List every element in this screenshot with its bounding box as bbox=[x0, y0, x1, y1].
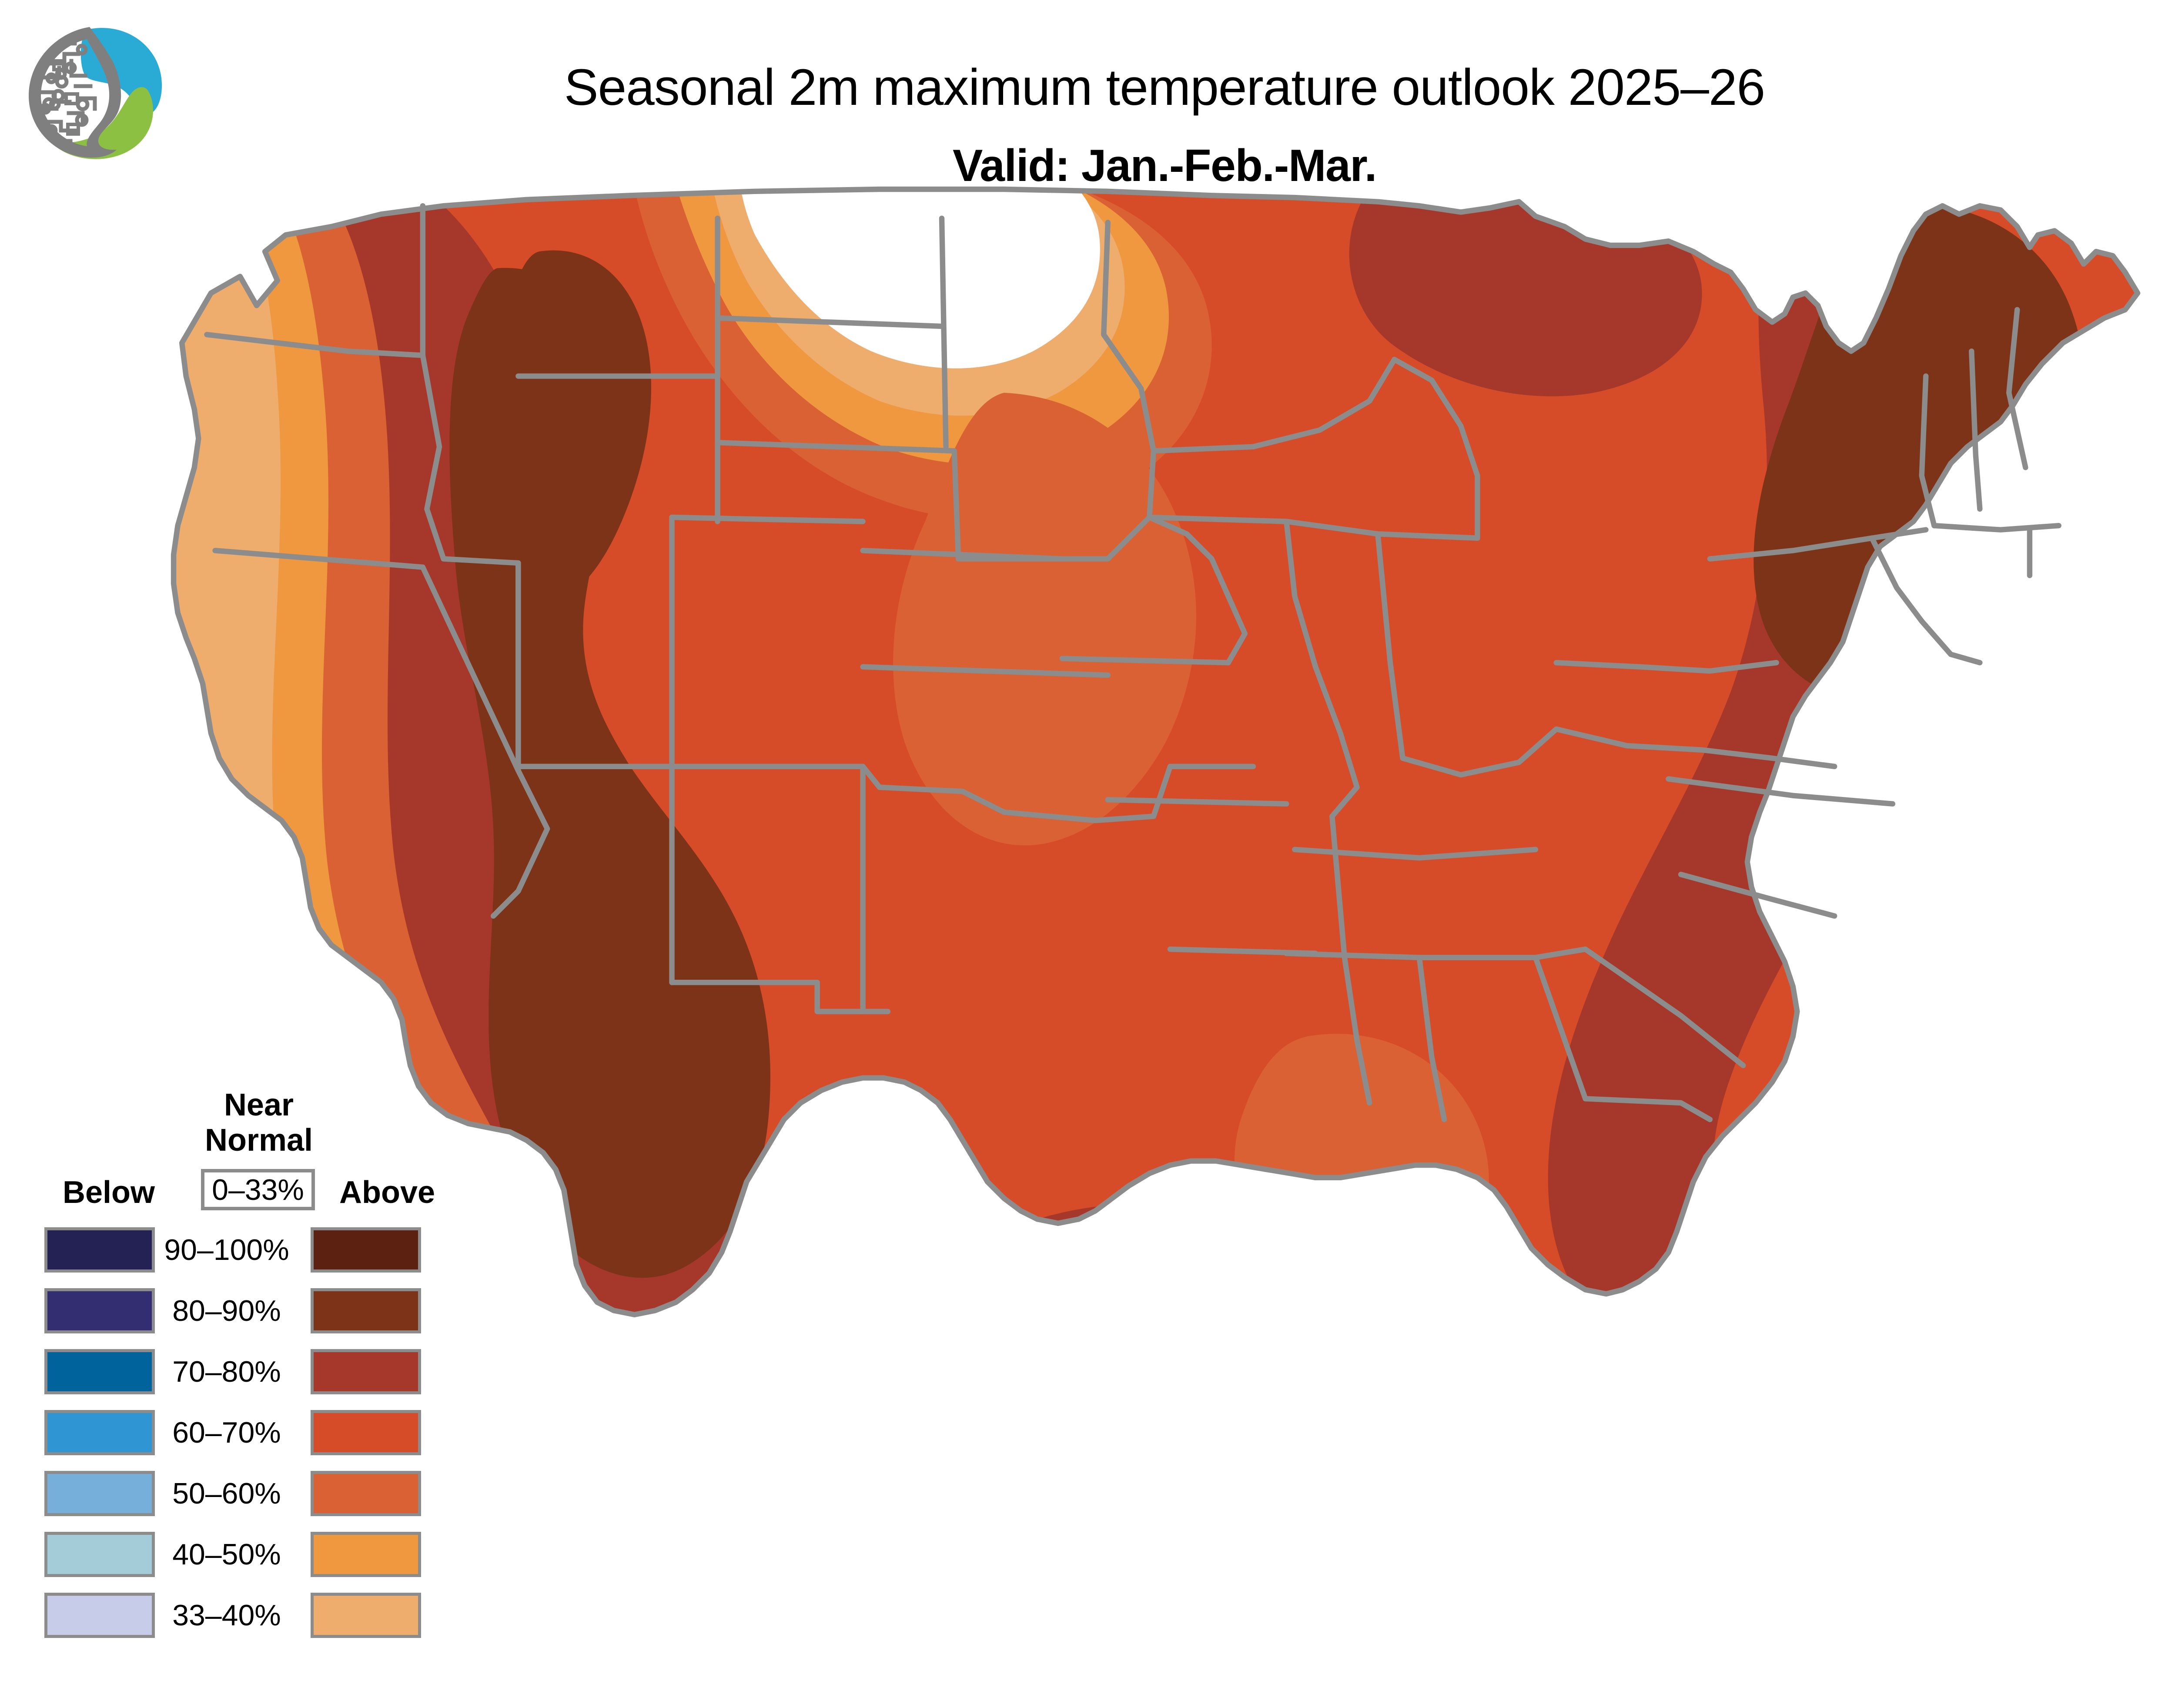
state-boundaries bbox=[171, 186, 2141, 1318]
state-line-vt-nh bbox=[1969, 348, 1983, 512]
state-line-ny-vt-nh bbox=[1919, 373, 1937, 529]
state-line-ia-mo bbox=[1059, 656, 1231, 666]
contour-band-near-normal-core bbox=[736, 189, 1100, 368]
contour-band-80-90-northeast bbox=[1753, 204, 2086, 699]
legend-below-label: Below bbox=[62, 1175, 155, 1210]
contour-band-50-60-florida bbox=[1750, 1164, 1864, 1315]
legend-range-label: 50–60% bbox=[172, 1477, 281, 1510]
state-line-wa-or bbox=[204, 332, 426, 358]
state-line-ok-tx bbox=[877, 764, 1256, 824]
state-line-ma-ct-ri bbox=[1931, 522, 2061, 532]
state-line-co-north bbox=[669, 514, 866, 524]
state-line-id-mt-wy bbox=[420, 352, 521, 566]
state-line-nm-south bbox=[669, 979, 891, 1015]
legend-swatch-above[interactable] bbox=[311, 1227, 421, 1273]
legend-near-normal-range: 0–33% bbox=[212, 1173, 304, 1206]
state-line-ny-nj-pa bbox=[1869, 535, 1924, 624]
state-line-sd-mn-ia bbox=[951, 448, 961, 562]
legend-row: 80–90% bbox=[35, 1284, 478, 1337]
organization-logo bbox=[29, 27, 162, 159]
legend-row: 60–70% bbox=[35, 1406, 478, 1459]
legend-swatch-below[interactable] bbox=[44, 1471, 155, 1516]
state-line-mi-oh-in bbox=[1284, 519, 1480, 541]
legend-above-label: Above bbox=[339, 1175, 435, 1210]
legend-swatch-below[interactable] bbox=[44, 1288, 155, 1333]
legend-range-label: 33–40% bbox=[172, 1599, 281, 1632]
state-line-oh-wv-ky bbox=[1400, 726, 1559, 778]
state-line-nd-mn bbox=[939, 215, 949, 450]
state-line-nh-me bbox=[2006, 307, 2028, 470]
legend-rows: 90–100% 80–90% 70–80% 60–70% 50–60% 40–50% 33–… bbox=[35, 1223, 478, 1650]
state-line-ca-nv-diag bbox=[420, 564, 521, 774]
legend-swatch-above[interactable] bbox=[311, 1288, 421, 1333]
state-line-ga-fl bbox=[1533, 954, 1713, 1122]
legend-swatch-above[interactable] bbox=[311, 1349, 421, 1394]
state-line-ks-ok bbox=[860, 664, 1111, 678]
state-line-ca-az bbox=[490, 768, 550, 919]
contour-band-50-60-delmarva bbox=[1925, 434, 2087, 752]
legend-range-label: 90–100% bbox=[164, 1233, 289, 1266]
leaf-icon bbox=[52, 87, 153, 159]
legend-range-label: 60–70% bbox=[172, 1416, 281, 1449]
state-line-wv-pa bbox=[1553, 660, 1779, 674]
state-line-tx-ok-panhandle bbox=[860, 764, 883, 790]
legend-swatch-below[interactable] bbox=[44, 1593, 155, 1638]
contour-band-70-80-texas-gulf bbox=[1024, 1203, 1406, 1315]
legend-swatch-above[interactable] bbox=[311, 1593, 421, 1638]
state-line-pa-ny bbox=[1707, 527, 1929, 562]
legend-swatch-above[interactable] bbox=[311, 1410, 421, 1455]
state-line-tn-ms-al-ga bbox=[1284, 946, 1588, 961]
state-line-va-wv-md bbox=[1553, 726, 1837, 770]
state-line-sc-nc bbox=[1678, 871, 1837, 919]
legend-swatch-below[interactable] bbox=[44, 1410, 155, 1455]
state-line-wi-il bbox=[1147, 514, 1289, 524]
globe-circuit-icon bbox=[29, 27, 121, 158]
legend-swatch-below[interactable] bbox=[44, 1227, 155, 1273]
legend-range-label: 70–80% bbox=[172, 1355, 281, 1388]
state-line-sd-ne bbox=[715, 440, 957, 454]
contour-band-80-90-idaho bbox=[489, 250, 652, 603]
legend-row: 90–100% bbox=[35, 1223, 478, 1276]
state-line-il-in bbox=[1284, 519, 1360, 819]
legend-swatch-below[interactable] bbox=[44, 1349, 155, 1394]
legend-range-label: 40–50% bbox=[172, 1538, 281, 1571]
state-line-or-ca-nv bbox=[212, 548, 426, 570]
legend: Near Normal 0–33% Below Above 90–100% 80–… bbox=[35, 1088, 478, 1679]
contour-band-50-60-central-plains bbox=[893, 392, 1196, 846]
conus-outline bbox=[171, 186, 2141, 1318]
state-line-mi-upper bbox=[1151, 357, 1397, 454]
state-line-nd-sd bbox=[715, 315, 945, 329]
state-line-ia-il bbox=[1147, 514, 1248, 666]
legend-swatch-below[interactable] bbox=[44, 1532, 155, 1577]
state-line-mo-ar bbox=[1105, 797, 1289, 807]
legend-near-normal-box[interactable]: 0–33% bbox=[201, 1169, 315, 1210]
legend-near-normal-title: Near Normal bbox=[204, 1088, 313, 1158]
legend-row: 33–40% bbox=[35, 1589, 478, 1642]
legend-row: 70–80% bbox=[35, 1345, 478, 1398]
state-line-mi-lower bbox=[1392, 357, 1480, 541]
page-title: Seasonal 2m maximum temperature outlook … bbox=[564, 59, 1765, 116]
state-line-nc-va bbox=[1666, 776, 1896, 807]
legend-range-label: 80–90% bbox=[172, 1294, 281, 1327]
state-line-nj-de-md bbox=[1919, 618, 1983, 666]
legend-row: 50–60% bbox=[35, 1467, 478, 1520]
state-line-al-ga bbox=[1416, 954, 1447, 1122]
state-line-ms-al bbox=[1329, 814, 1372, 1106]
state-line-ga-sc bbox=[1583, 946, 1746, 1068]
legend-row: 40–50% bbox=[35, 1528, 478, 1581]
state-line-in-oh bbox=[1375, 531, 1405, 761]
legend-swatch-above[interactable] bbox=[311, 1532, 421, 1577]
legend-swatch-above[interactable] bbox=[311, 1471, 421, 1516]
state-line-mn-wi bbox=[1101, 220, 1157, 562]
